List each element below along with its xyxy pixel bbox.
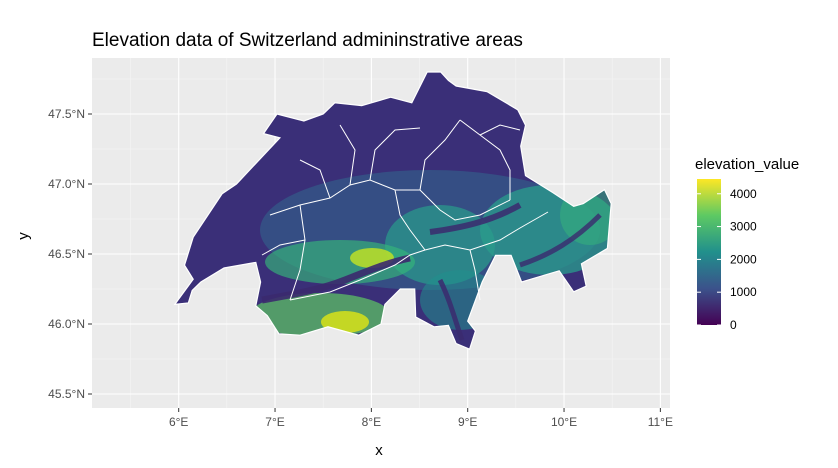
canton-boundary (419, 119, 461, 191)
canton-boundary (479, 124, 521, 136)
x-axis-ticks: 6°E 7°E 8°E 9°E 10°E 11°E (169, 408, 673, 429)
canton-boundary (369, 127, 421, 181)
rhine-valley (429, 202, 522, 235)
legend-tick-label: 4000 (730, 187, 757, 201)
canton-boundary (419, 189, 511, 221)
y-tick-label: 46.0°N (48, 317, 85, 331)
y-tick-label: 46.5°N (48, 247, 85, 261)
country-outline (173, 71, 612, 351)
y-axis-title: y (15, 232, 32, 240)
legend-tick-label: 0 (730, 318, 737, 332)
canton-boundary (299, 159, 331, 199)
canton-boundary (261, 239, 306, 256)
x-tick-label: 10°E (551, 415, 577, 429)
canton-boundary (459, 119, 511, 200)
canton-boundaries (261, 119, 549, 301)
x-axis-title: x (375, 442, 383, 459)
y-tick-label: 45.5°N (48, 387, 85, 401)
canton-boundary (339, 124, 356, 186)
legend-tick-label: 1000 (730, 285, 757, 299)
monte-rosa-peaks (321, 311, 369, 333)
x-tick-label: 8°E (362, 415, 381, 429)
inn-valley (519, 213, 602, 268)
y-tick-label: 47.5°N (48, 107, 85, 121)
legend-title: elevation_value (695, 156, 799, 173)
canton-boundary (289, 249, 426, 301)
rhone-valley (261, 254, 411, 304)
ticino-valley (437, 278, 465, 341)
x-tick-label: 11°E (648, 415, 673, 429)
y-axis-ticks: 45.5°N 46.0°N 46.5°N 47.0°N 47.5°N (48, 107, 92, 401)
canton-boundary (289, 204, 306, 301)
canton-boundary (394, 189, 426, 251)
legend-colorbar (697, 179, 721, 325)
x-tick-label: 7°E (265, 415, 284, 429)
canton-boundary (424, 211, 549, 251)
elevation-raster (173, 71, 612, 351)
canton-boundary (469, 249, 481, 301)
chart-title: Elevation data of Switzerland admininstr… (92, 30, 523, 51)
legend-ticks: 4000 3000 2000 1000 0 (697, 187, 757, 332)
legend-tick-label: 3000 (730, 220, 757, 234)
color-legend: elevation_value 4000 3000 2000 1000 0 (695, 156, 799, 332)
legend-tick-label: 2000 (730, 252, 757, 266)
y-tick-label: 47.0°N (48, 177, 85, 191)
x-tick-label: 6°E (169, 415, 188, 429)
x-tick-label: 9°E (458, 415, 477, 429)
